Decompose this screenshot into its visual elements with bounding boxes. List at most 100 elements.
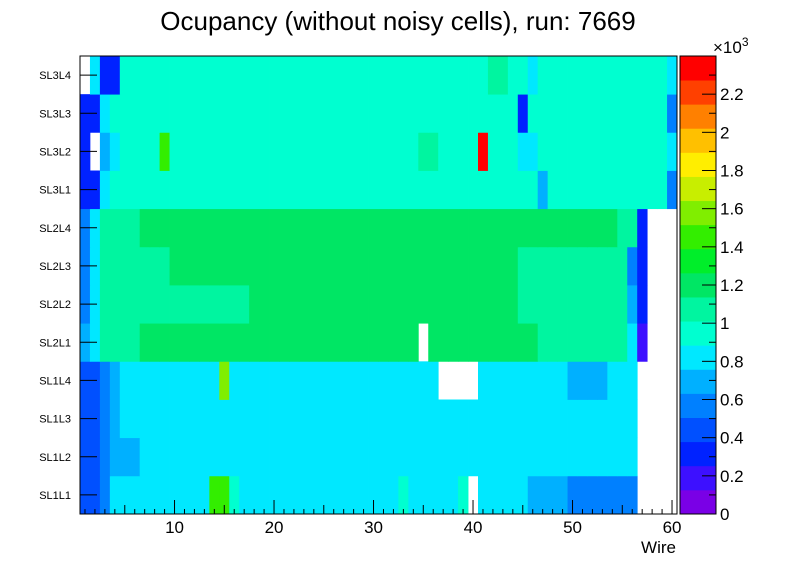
heatmap-cell <box>249 361 260 400</box>
heatmap-cell <box>537 208 549 248</box>
heatmap-cell <box>109 437 121 477</box>
heatmap-cell <box>567 208 578 248</box>
heatmap-cell <box>358 246 369 286</box>
heatmap-cell <box>159 323 170 362</box>
heatmap-cell <box>149 56 160 95</box>
heatmap-cell <box>269 361 280 400</box>
heatmap-cell <box>418 56 429 95</box>
heatmap-cell <box>199 56 210 95</box>
heatmap-cell <box>527 323 539 362</box>
heatmap-cell <box>259 323 270 362</box>
heatmap-cell <box>487 323 499 362</box>
heatmap-cell <box>587 361 598 400</box>
heatmap-cell <box>667 94 678 133</box>
heatmap-cell <box>448 94 459 133</box>
heatmap-cell <box>657 170 668 210</box>
heatmap-cell <box>507 399 519 439</box>
heatmap-cell <box>219 208 230 248</box>
heatmap-cell <box>398 94 409 133</box>
heatmap-cell <box>398 437 409 477</box>
heatmap-cell <box>398 285 409 324</box>
heatmap-cell <box>169 132 180 171</box>
heatmap-cell <box>139 170 151 210</box>
heatmap-cell <box>149 437 160 477</box>
heatmap-cell <box>99 399 111 439</box>
color-scale-tick-label: 0.6 <box>720 391 744 410</box>
heatmap-cell <box>219 475 230 515</box>
heatmap-cell <box>219 170 230 210</box>
heatmap-cell <box>478 132 489 171</box>
heatmap-cell <box>408 285 419 324</box>
heatmap-cell <box>298 170 310 210</box>
heatmap-cell <box>139 361 151 400</box>
heatmap-cell <box>99 56 111 95</box>
heatmap-cell <box>348 170 359 210</box>
heatmap-cell <box>617 132 628 171</box>
heatmap-cell <box>229 246 240 286</box>
heatmap-cell <box>388 323 399 362</box>
heatmap-cell <box>179 285 190 324</box>
heatmap-cell <box>358 323 369 362</box>
heatmap-cell <box>567 56 578 95</box>
heatmap-cell <box>617 246 628 286</box>
heatmap-cell <box>587 132 598 171</box>
heatmap-cell <box>348 361 359 400</box>
heatmap-cell <box>378 437 389 477</box>
heatmap-cell <box>547 208 558 248</box>
heatmap-cell <box>99 94 111 133</box>
heatmap-cell <box>567 246 578 286</box>
heatmap-cell <box>468 208 479 248</box>
heatmap-cell <box>239 132 250 171</box>
heatmap-cell <box>109 208 121 248</box>
heatmap-cell <box>517 208 529 248</box>
heatmap-cell <box>139 323 151 362</box>
heatmap-cell <box>269 246 280 286</box>
heatmap-cell <box>119 56 131 95</box>
heatmap-cell <box>517 399 529 439</box>
heatmap-cell <box>159 399 170 439</box>
heatmap-cell <box>159 285 170 324</box>
heatmap-cell <box>318 323 330 362</box>
heatmap-cell <box>279 246 290 286</box>
heatmap-cell <box>318 246 330 286</box>
heatmap-cell <box>448 437 459 477</box>
heatmap-cell <box>487 170 499 210</box>
heatmap-cell <box>139 246 151 286</box>
heatmap-cell <box>368 94 379 133</box>
color-scale-tick-label: 0.8 <box>720 352 744 371</box>
x-tick-label: 30 <box>364 518 383 537</box>
heatmap-cell <box>507 170 519 210</box>
heatmap-cell <box>119 437 131 477</box>
heatmap-cell <box>448 56 459 95</box>
heatmap-cell <box>199 475 210 515</box>
color-scale-band <box>680 152 716 177</box>
heatmap-cell <box>607 323 618 362</box>
heatmap-cell <box>557 208 568 248</box>
heatmap-cell <box>547 399 558 439</box>
y-tick-label: SL3L3 <box>39 108 71 120</box>
heatmap-cell <box>269 323 280 362</box>
heatmap-cell <box>229 399 240 439</box>
heatmap-cell <box>468 170 479 210</box>
heatmap-cell <box>199 208 210 248</box>
heatmap-cell <box>338 323 350 362</box>
heatmap-cell <box>149 246 160 286</box>
heatmap-cell <box>527 246 539 286</box>
heatmap-cell <box>209 399 220 439</box>
heatmap-cell <box>637 208 648 248</box>
y-tick-label: SL2L3 <box>39 261 71 273</box>
heatmap-cell <box>239 323 250 362</box>
heatmap-cell <box>279 56 290 95</box>
heatmap-cell <box>547 361 558 400</box>
heatmap-cell <box>438 323 449 362</box>
heatmap-cell <box>259 170 270 210</box>
heatmap-cell <box>209 475 220 515</box>
heatmap-cell <box>577 246 588 286</box>
heatmap-cell <box>557 56 568 95</box>
heatmap-cell <box>279 132 290 171</box>
heatmap-cell <box>119 94 131 133</box>
heatmap-cell <box>348 437 359 477</box>
heatmap-cell <box>149 399 160 439</box>
heatmap-cell <box>448 475 459 515</box>
heatmap-cell <box>338 56 350 95</box>
